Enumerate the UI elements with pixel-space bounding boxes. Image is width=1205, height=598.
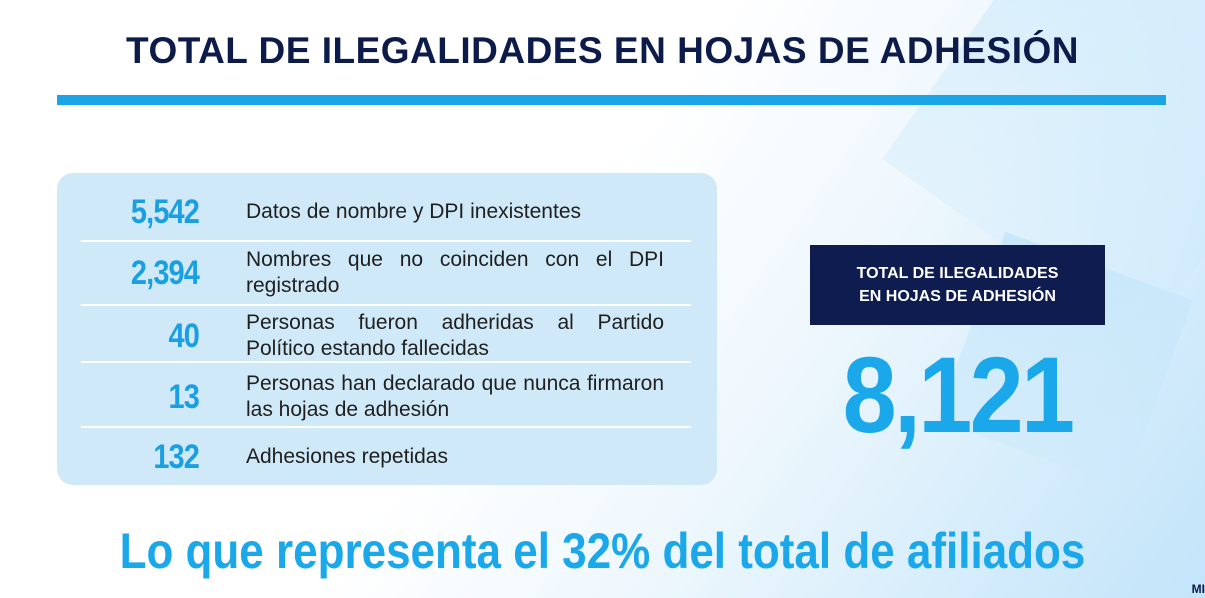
total-value: 8,121: [842, 334, 1075, 455]
row-value: 5,542: [130, 192, 200, 231]
page-title: TOTAL DE ILEGALIDADES EN HOJAS DE ADHESI…: [126, 30, 1079, 71]
row-value: 2,394: [130, 253, 200, 292]
corner-logo-text: MI: [1191, 582, 1205, 596]
breakdown-row: 132 Adhesiones repetidas: [81, 435, 691, 479]
row-description: Datos de nombre y DPI inexistentes: [246, 200, 581, 223]
row-divider: [81, 240, 691, 242]
row-description: Personas fueron adheridas al Partido Pol…: [246, 311, 664, 360]
breakdown-row: 5,542 Datos de nombre y DPI inexistentes: [81, 192, 691, 232]
row-value: 40: [168, 316, 200, 355]
row-description: Personas han declarado que nunca firmaro…: [246, 372, 664, 421]
breakdown-row: 40 Personas fueron adheridas al Partido …: [81, 309, 691, 363]
row-divider: [81, 361, 691, 363]
row-description: Adhesiones repetidas: [246, 445, 448, 468]
total-label-line: EN HOJAS DE ADHESIÓN: [859, 288, 1056, 305]
breakdown-row: 2,394 Nombres que no coinciden con el DP…: [81, 245, 691, 301]
row-value: 132: [153, 437, 200, 476]
total-label-line: TOTAL DE ILEGALIDADES: [856, 265, 1059, 282]
breakdown-row: 13 Personas han declarado que nunca firm…: [81, 369, 691, 425]
title-underline: [57, 95, 1166, 105]
row-divider: [81, 426, 691, 428]
row-value: 13: [168, 377, 200, 416]
row-divider: [81, 304, 691, 306]
breakdown-panel: 5,542 Datos de nombre y DPI inexistentes…: [57, 173, 717, 485]
summary-statement: Lo que representa el 32% del total de af…: [119, 523, 1086, 579]
total-label-badge: TOTAL DE ILEGALIDADES EN HOJAS DE ADHESI…: [810, 245, 1105, 325]
row-description: Nombres que no coinciden con el DPI regi…: [246, 248, 664, 297]
